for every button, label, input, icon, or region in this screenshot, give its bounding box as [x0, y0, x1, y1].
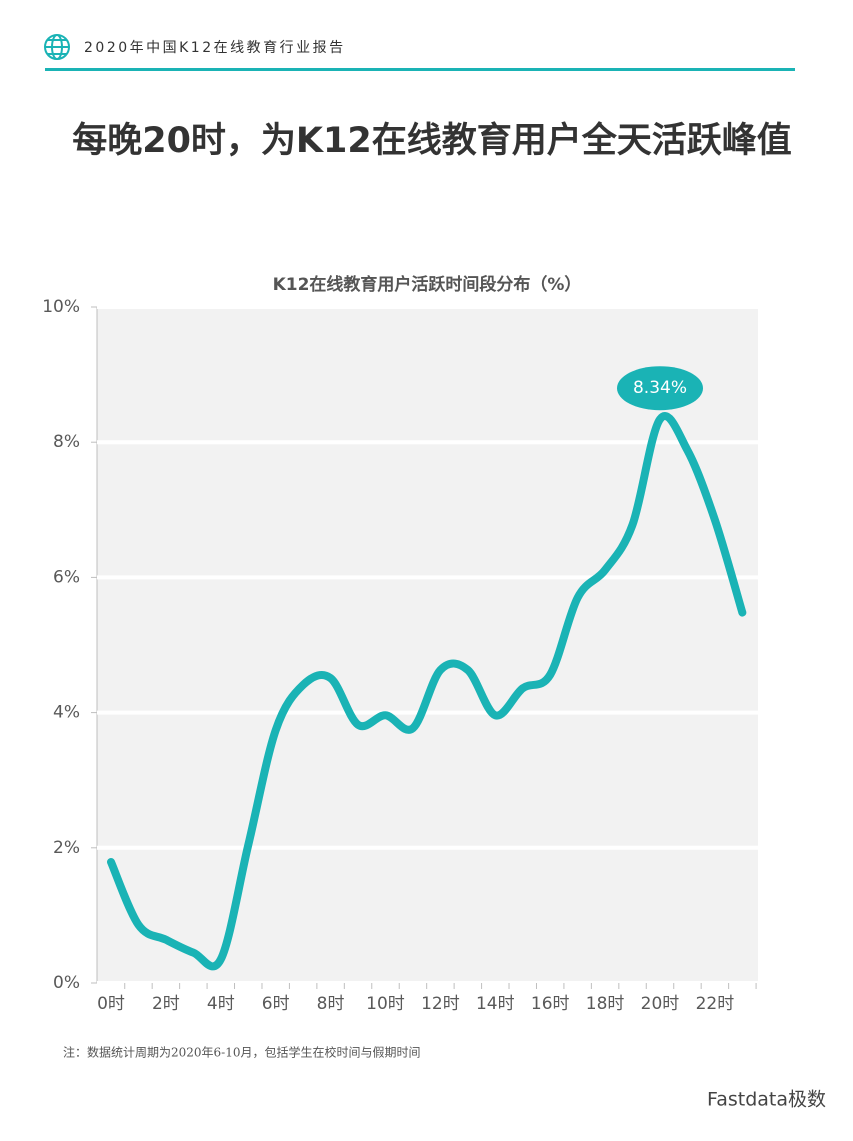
- plot-area: [97, 307, 758, 983]
- watermark: Fastdata极数: [707, 1089, 826, 1111]
- x-tick-label: 0时: [97, 994, 125, 1014]
- data-label: 8.34%: [633, 378, 687, 398]
- x-tick-label: 6时: [262, 994, 290, 1014]
- x-tick-label: 12时: [421, 994, 460, 1014]
- header-rule: [45, 68, 795, 71]
- x-tick-label: 10时: [366, 994, 405, 1014]
- chart-title: K12在线教育用户活跃时间段分布（%）: [273, 274, 582, 295]
- note: 注：数据统计周期为2020年6-10月，包括学生在校时间与假期时间: [63, 1045, 421, 1060]
- header: 2020年中国K12在线教育行业报告: [84, 40, 346, 56]
- y-tick-label: 10%: [42, 297, 80, 317]
- y-tick-label: 0%: [53, 973, 80, 993]
- data-line: [107, 412, 747, 971]
- x-tick-label: 22时: [696, 994, 735, 1014]
- x-tick-label: 4时: [207, 994, 235, 1014]
- x-tick-label: 18时: [586, 994, 625, 1014]
- y-tick-label: 8%: [53, 432, 80, 452]
- x-tick-label: 20时: [641, 994, 680, 1014]
- label-bubble: [617, 366, 703, 411]
- y-tick-label: 6%: [53, 567, 80, 587]
- x-tick-label: 8时: [317, 994, 345, 1014]
- x-tick-label: 16时: [531, 994, 570, 1014]
- headline: 每晚20时，为K12在线教育用户全天活跃峰值: [72, 120, 792, 161]
- globe-icon: [44, 34, 70, 60]
- y-tick-label: 4%: [53, 703, 80, 723]
- x-tick-label: 14时: [476, 994, 515, 1014]
- x-tick-label: 2时: [152, 994, 180, 1014]
- y-tick-label: 2%: [53, 838, 80, 858]
